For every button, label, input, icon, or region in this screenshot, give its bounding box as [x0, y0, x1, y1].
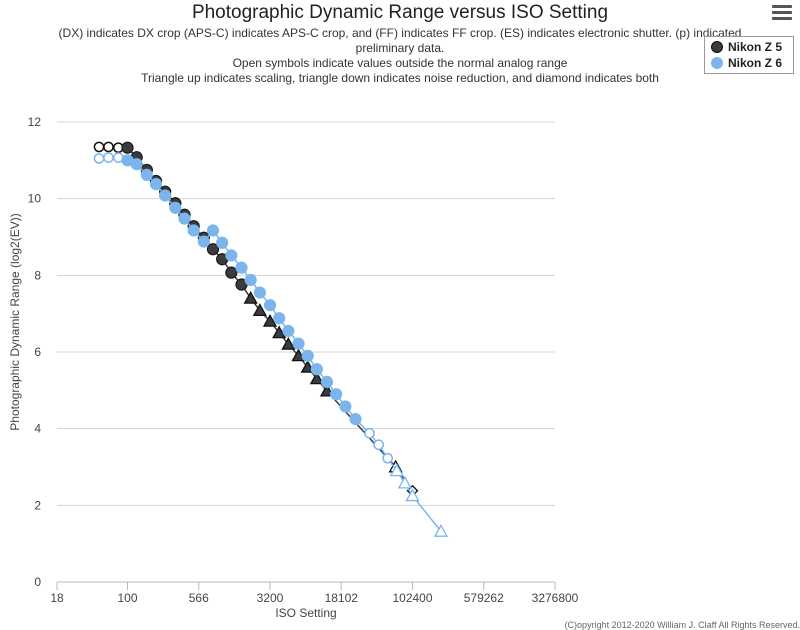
data-point[interactable] — [103, 152, 114, 163]
data-point[interactable] — [320, 375, 334, 388]
legend-label: Nikon Z 5 — [728, 40, 783, 54]
x-tick-label: 102400 — [392, 591, 432, 605]
y-tick-label: 0 — [34, 575, 41, 589]
data-point[interactable] — [93, 153, 105, 164]
data-point[interactable] — [292, 337, 305, 350]
data-series[interactable] — [93, 141, 449, 537]
data-point[interactable] — [433, 524, 449, 537]
data-point[interactable] — [291, 348, 306, 362]
data-point[interactable] — [272, 325, 287, 339]
data-point[interactable] — [216, 236, 229, 249]
data-point[interactable] — [301, 349, 314, 362]
y-tick-label: 10 — [28, 192, 42, 206]
x-tick-label: 18 — [50, 591, 64, 605]
data-point[interactable] — [364, 427, 375, 439]
data-point[interactable] — [339, 400, 352, 413]
data-point[interactable] — [159, 189, 172, 202]
data-point[interactable] — [121, 141, 134, 154]
data-point[interactable] — [149, 178, 163, 191]
data-point[interactable] — [225, 266, 238, 279]
subtitle-line: Triangle up indicates scaling, triangle … — [141, 71, 659, 85]
data-point[interactable] — [273, 312, 286, 325]
subtitle-line: Open symbols indicate values outside the… — [232, 56, 568, 70]
x-tick-label: 3200 — [257, 591, 284, 605]
y-tick-label: 8 — [34, 268, 41, 282]
data-point[interactable] — [253, 286, 266, 299]
data-point[interactable] — [389, 463, 404, 477]
data-point[interactable] — [405, 488, 420, 502]
data-point[interactable] — [93, 141, 105, 153]
legend-label: Nikon Z 6 — [728, 56, 783, 70]
subtitle-line: (DX) indicates DX crop (APS-C) indicates… — [58, 26, 742, 40]
data-point[interactable] — [225, 249, 238, 262]
data-point[interactable] — [300, 359, 315, 373]
data-point[interactable] — [252, 303, 267, 317]
data-point[interactable] — [382, 452, 394, 464]
data-point[interactable] — [197, 235, 210, 248]
x-tick-label: 579262 — [464, 591, 504, 605]
data-point[interactable] — [169, 201, 182, 214]
data-point[interactable] — [263, 299, 277, 312]
data-point[interactable] — [130, 158, 143, 171]
y-tick-label: 4 — [34, 422, 41, 436]
data-point[interactable] — [235, 261, 248, 274]
data-point[interactable] — [330, 388, 343, 401]
legend-item-nikon-z5[interactable]: Nikon Z 5 — [711, 39, 782, 55]
credits-text[interactable]: (C)opyright 2012-2020 William J. Claff A… — [564, 620, 800, 630]
x-tick-label: 3276800 — [532, 591, 579, 605]
data-point[interactable] — [373, 439, 385, 451]
data-point[interactable] — [244, 273, 257, 287]
subtitle-line: preliminary data. — [355, 41, 445, 55]
hamburger-menu-icon[interactable] — [772, 5, 792, 23]
x-tick-label: 100 — [117, 591, 137, 605]
data-point[interactable] — [282, 324, 295, 338]
data-point[interactable] — [309, 371, 324, 385]
data-point[interactable] — [178, 212, 191, 225]
series-line — [98, 156, 442, 532]
y-tick-label: 12 — [28, 115, 42, 129]
y-axis-label: Photographic Dynamic Range (log2(EV)) — [8, 213, 22, 431]
data-point[interactable] — [206, 224, 220, 237]
data-point[interactable] — [243, 290, 258, 304]
data-point[interactable] — [140, 168, 153, 181]
chart-title: Photographic Dynamic Range versus ISO Se… — [191, 2, 609, 23]
x-axis: 18 100 566 3200 18102 102400 579262 3276800 — [50, 581, 579, 605]
data-point[interactable] — [262, 313, 278, 327]
data-point[interactable] — [206, 243, 220, 256]
y-tick-labels: 0 2 4 6 8 10 12 — [28, 115, 42, 589]
y-tick-label: 2 — [34, 498, 41, 512]
chart-subtitle: (DX) indicates DX crop (APS-C) indicates… — [40, 26, 760, 86]
legend-marker-icon — [711, 41, 723, 53]
data-point[interactable] — [103, 141, 114, 153]
x-tick-label: 566 — [189, 591, 209, 605]
legend-item-nikon-z6[interactable]: Nikon Z 6 — [711, 55, 782, 71]
data-point[interactable] — [310, 363, 323, 376]
data-point[interactable] — [349, 412, 362, 426]
series-nikon-z-6 — [93, 152, 449, 537]
x-tick-label: 18102 — [325, 591, 359, 605]
chart-legend: Nikon Z 5 Nikon Z 6 — [704, 36, 794, 74]
data-point[interactable] — [281, 336, 296, 350]
data-point[interactable] — [319, 383, 335, 397]
y-gridlines — [57, 121, 555, 506]
data-point[interactable] — [397, 475, 412, 489]
data-point[interactable] — [187, 224, 200, 237]
x-axis-label: ISO Setting — [275, 606, 337, 620]
legend-marker-icon — [711, 57, 723, 69]
series-nikon-z-5 — [93, 141, 419, 497]
y-tick-label: 6 — [34, 345, 41, 359]
